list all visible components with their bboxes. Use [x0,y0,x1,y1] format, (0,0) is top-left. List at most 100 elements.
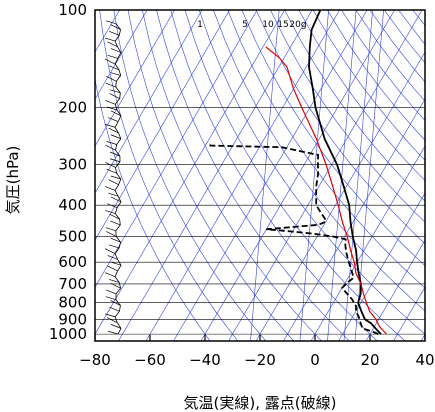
wind-barb [106,289,117,295]
y-tick-label: 300 [58,156,87,174]
wind-barb [108,244,120,249]
wind-barb [109,306,120,312]
wind-barb [110,134,121,140]
dry-adiabat-line [312,10,425,161]
wind-barb [108,117,119,122]
wind-barb [104,272,116,277]
wind-barb [105,296,117,300]
dry-adiabat-line [99,10,239,341]
mixing-ratio-label: 5 [242,20,248,30]
y-tick-label: 700 [58,275,87,293]
mixing-ratio-line [327,10,357,341]
isotherm-line [365,239,425,341]
wind-barb [105,144,116,151]
wind-barb [107,330,119,335]
parcel-path-line [265,46,387,335]
wind-barb [105,20,117,25]
x-tick-label: 20 [360,351,379,369]
wind-barb [105,37,116,42]
dewpoint-line [206,142,379,335]
mixing-ratio-line [250,10,280,341]
x-axis-title: 気温(実線), 露点(破線) [184,394,337,412]
wind-barb [108,65,120,71]
isotherm-line [95,10,175,147]
mixing-ratio-label: 1 [197,20,203,30]
wind-barbs [104,20,122,335]
wind-barb [106,168,117,174]
isotherm-line [200,10,395,341]
wind-barb [110,300,121,306]
data-series [206,10,387,335]
wind-barb [110,110,122,117]
temperature-line [308,10,382,335]
isotherm-line [118,10,313,341]
y-tick-label: 1000 [49,325,87,343]
wind-barb [106,106,118,111]
wind-barb [109,279,120,283]
x-tick-label: −80 [79,351,111,369]
wind-barb [107,255,118,260]
isotherm-line [255,51,425,341]
wind-barb [110,237,121,243]
wind-barb [110,196,122,203]
wind-barb [110,48,122,53]
dry-adiabat-line [213,10,425,312]
mixing-ratio-label: 15 [277,20,288,30]
mixing-ratio-labels: 1 5 10 15 20g [197,20,306,30]
isotherm-line [95,10,230,241]
dry-adiabat-line [156,10,350,341]
dry-adiabat-line [270,10,425,223]
isotherm-line [173,10,368,341]
wind-barb [105,82,116,88]
dry-adiabat-line [142,10,322,341]
wind-barb [107,317,118,323]
x-tick-label: 0 [310,351,320,369]
wind-barb [105,99,116,105]
mixing-ratio-line [343,10,373,341]
wind-barb [108,192,119,197]
wind-barb [110,220,121,226]
isotherm-line [145,10,340,341]
dry-adiabat-line [298,10,425,181]
wind-barb [104,123,116,128]
wind-barb [106,75,117,82]
wind-barb [104,248,116,254]
x-axis: −80 −60 −40 −20 0 20 40 [79,335,435,369]
wind-barb [106,231,117,237]
x-tick-label: −20 [244,351,276,369]
dry-adiabat-line [227,10,425,289]
wind-barb [108,179,119,186]
wind-barb [109,213,120,220]
wind-barb [109,158,121,163]
isotherm-line [228,10,423,341]
y-tick-label: 500 [58,228,87,246]
y-tick-label: 100 [58,1,87,19]
wind-barb [108,127,119,134]
y-tick-label: 800 [58,294,87,312]
wind-barb [110,261,122,266]
wind-barb [110,175,121,180]
isotherm-line [95,10,203,194]
wind-barb [104,186,116,191]
isotherm-line [95,10,285,335]
wind-barb [105,210,116,214]
wind-barb [110,324,122,329]
mixing-ratio-label: 20g [289,20,306,30]
dry-adiabat-line [198,10,425,335]
isotherm-line [95,10,148,100]
dry-adiabat-line [95,77,211,341]
wind-barb [110,72,121,76]
wind-barb [110,89,121,94]
wind-barb [106,203,118,209]
y-tick-label: 600 [58,253,87,271]
x-tick-label: 40 [415,351,434,369]
dry-adiabat-line [255,10,425,245]
wind-barb [104,58,116,65]
wind-barb [107,54,118,59]
dry-adiabat-line [170,10,378,341]
wind-barb [106,141,117,145]
x-tick-label: −60 [134,351,166,369]
dry-adiabat-line [241,10,425,267]
wind-barb [109,93,120,99]
